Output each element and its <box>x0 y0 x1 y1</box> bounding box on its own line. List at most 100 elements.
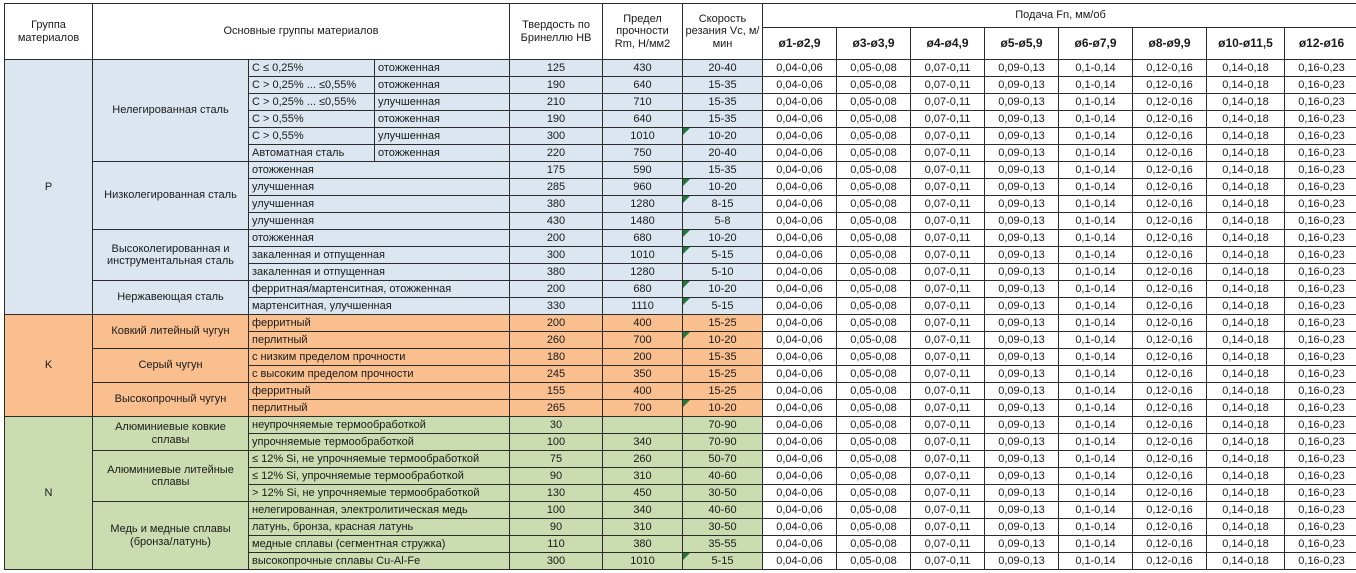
feed-cell-d7[interactable]: 0,14-0,18 <box>1206 127 1285 145</box>
cutting-speed-vc-cell[interactable]: 15-35 <box>682 93 763 111</box>
feed-cell-d7[interactable]: 0,14-0,18 <box>1206 365 1285 383</box>
feed-cell-d5[interactable]: 0,1-0,14 <box>1058 552 1133 570</box>
feed-cell-d1[interactable]: 0,04-0,06 <box>762 93 837 111</box>
feed-cell-d1[interactable]: 0,04-0,06 <box>762 110 837 128</box>
header-diameter-8[interactable]: ø12-ø16 <box>1283 27 1356 60</box>
feed-cell-d4[interactable]: 0,09-0,13 <box>984 59 1059 77</box>
feed-cell-d4[interactable]: 0,09-0,13 <box>984 484 1059 502</box>
strength-rm-cell[interactable]: 700 <box>602 399 683 417</box>
feed-cell-d8[interactable]: 0,16-0,23 <box>1283 450 1356 468</box>
feed-cell-d2[interactable]: 0,05-0,08 <box>836 331 911 349</box>
feed-cell-d1[interactable]: 0,04-0,06 <box>762 246 837 264</box>
cutting-speed-vc-cell[interactable]: 20-40 <box>682 59 763 77</box>
feed-cell-d7[interactable]: 0,14-0,18 <box>1206 263 1285 281</box>
subgroup-name-cell[interactable]: Нержавеющая сталь <box>92 280 249 315</box>
detail-cell[interactable]: нелегированная, электролитическая медь <box>248 501 510 519</box>
feed-cell-d8[interactable]: 0,16-0,23 <box>1283 399 1356 417</box>
feed-cell-d3[interactable]: 0,07-0,11 <box>910 467 985 485</box>
state-cell[interactable]: отожженная <box>374 144 510 162</box>
feed-cell-d4[interactable]: 0,09-0,13 <box>984 552 1059 570</box>
hardness-hb-cell[interactable]: 260 <box>509 331 603 349</box>
feed-cell-d5[interactable]: 0,1-0,14 <box>1058 76 1133 94</box>
feed-cell-d3[interactable]: 0,07-0,11 <box>910 484 985 502</box>
feed-cell-d8[interactable]: 0,16-0,23 <box>1283 110 1356 128</box>
feed-cell-d4[interactable]: 0,09-0,13 <box>984 144 1059 162</box>
strength-rm-cell[interactable] <box>602 416 683 434</box>
cutting-speed-vc-cell[interactable]: 10-20 <box>682 399 763 417</box>
feed-cell-d4[interactable]: 0,09-0,13 <box>984 178 1059 196</box>
feed-cell-d7[interactable]: 0,14-0,18 <box>1206 484 1285 502</box>
feed-cell-d2[interactable]: 0,05-0,08 <box>836 110 911 128</box>
detail-cell[interactable]: C > 0,25% ... ≤0,55% <box>248 93 375 111</box>
detail-cell[interactable]: упрочняемые термообработкой <box>248 433 510 451</box>
header-cutting-speed-vc[interactable]: Скорость резания Vc, м/мин <box>682 3 763 60</box>
hardness-hb-cell[interactable]: 200 <box>509 314 603 332</box>
feed-cell-d4[interactable]: 0,09-0,13 <box>984 246 1059 264</box>
feed-cell-d8[interactable]: 0,16-0,23 <box>1283 535 1356 553</box>
hardness-hb-cell[interactable]: 200 <box>509 229 603 247</box>
feed-cell-d1[interactable]: 0,04-0,06 <box>762 161 837 179</box>
feed-cell-d8[interactable]: 0,16-0,23 <box>1283 518 1356 536</box>
feed-cell-d5[interactable]: 0,1-0,14 <box>1058 212 1133 230</box>
feed-cell-d2[interactable]: 0,05-0,08 <box>836 365 911 383</box>
feed-cell-d5[interactable]: 0,1-0,14 <box>1058 467 1133 485</box>
feed-cell-d1[interactable]: 0,04-0,06 <box>762 212 837 230</box>
cutting-speed-vc-cell[interactable]: 10-20 <box>682 331 763 349</box>
feed-cell-d3[interactable]: 0,07-0,11 <box>910 552 985 570</box>
feed-cell-d2[interactable]: 0,05-0,08 <box>836 450 911 468</box>
cutting-speed-vc-cell[interactable]: 15-25 <box>682 314 763 332</box>
feed-cell-d3[interactable]: 0,07-0,11 <box>910 195 985 213</box>
feed-cell-d3[interactable]: 0,07-0,11 <box>910 450 985 468</box>
feed-cell-d3[interactable]: 0,07-0,11 <box>910 178 985 196</box>
header-diameter-7[interactable]: ø10-ø11,5 <box>1206 27 1285 60</box>
header-main-groups[interactable]: Основные группы материалов <box>92 3 510 60</box>
feed-cell-d4[interactable]: 0,09-0,13 <box>984 127 1059 145</box>
feed-cell-d7[interactable]: 0,14-0,18 <box>1206 314 1285 332</box>
feed-cell-d6[interactable]: 0,12-0,16 <box>1132 535 1207 553</box>
feed-cell-d1[interactable]: 0,04-0,06 <box>762 535 837 553</box>
strength-rm-cell[interactable]: 310 <box>602 467 683 485</box>
feed-cell-d1[interactable]: 0,04-0,06 <box>762 450 837 468</box>
feed-cell-d6[interactable]: 0,12-0,16 <box>1132 161 1207 179</box>
header-diameter-2[interactable]: ø3-ø3,9 <box>836 27 911 60</box>
feed-cell-d7[interactable]: 0,14-0,18 <box>1206 518 1285 536</box>
feed-cell-d7[interactable]: 0,14-0,18 <box>1206 59 1285 77</box>
detail-cell[interactable]: отожженная <box>248 161 510 179</box>
subgroup-name-cell[interactable]: Серый чугун <box>92 348 249 383</box>
feed-cell-d6[interactable]: 0,12-0,16 <box>1132 195 1207 213</box>
feed-cell-d5[interactable]: 0,1-0,14 <box>1058 110 1133 128</box>
feed-cell-d8[interactable]: 0,16-0,23 <box>1283 229 1356 247</box>
feed-cell-d3[interactable]: 0,07-0,11 <box>910 348 985 366</box>
feed-cell-d4[interactable]: 0,09-0,13 <box>984 518 1059 536</box>
feed-cell-d3[interactable]: 0,07-0,11 <box>910 229 985 247</box>
feed-cell-d8[interactable]: 0,16-0,23 <box>1283 501 1356 519</box>
strength-rm-cell[interactable]: 1010 <box>602 552 683 570</box>
detail-cell[interactable]: медные сплавы (сегментная стружка) <box>248 535 510 553</box>
subgroup-name-cell[interactable]: Низколегированная сталь <box>92 161 249 230</box>
feed-cell-d6[interactable]: 0,12-0,16 <box>1132 144 1207 162</box>
feed-cell-d1[interactable]: 0,04-0,06 <box>762 178 837 196</box>
feed-cell-d5[interactable]: 0,1-0,14 <box>1058 195 1133 213</box>
header-diameter-6[interactable]: ø8-ø9,9 <box>1132 27 1207 60</box>
feed-cell-d6[interactable]: 0,12-0,16 <box>1132 246 1207 264</box>
feed-cell-d8[interactable]: 0,16-0,23 <box>1283 161 1356 179</box>
strength-rm-cell[interactable]: 380 <box>602 535 683 553</box>
subgroup-name-cell[interactable]: Ковкий литейный чугун <box>92 314 249 349</box>
feed-cell-d3[interactable]: 0,07-0,11 <box>910 314 985 332</box>
subgroup-name-cell[interactable]: Высоколегированная и инструментальная ст… <box>92 229 249 281</box>
cutting-speed-vc-cell[interactable]: 15-35 <box>682 348 763 366</box>
cutting-speed-vc-cell[interactable]: 10-20 <box>682 127 763 145</box>
feed-cell-d5[interactable]: 0,1-0,14 <box>1058 433 1133 451</box>
feed-cell-d8[interactable]: 0,16-0,23 <box>1283 59 1356 77</box>
feed-cell-d4[interactable]: 0,09-0,13 <box>984 416 1059 434</box>
feed-cell-d6[interactable]: 0,12-0,16 <box>1132 433 1207 451</box>
feed-cell-d6[interactable]: 0,12-0,16 <box>1132 399 1207 417</box>
cutting-speed-vc-cell[interactable]: 70-90 <box>682 416 763 434</box>
feed-cell-d3[interactable]: 0,07-0,11 <box>910 399 985 417</box>
strength-rm-cell[interactable]: 700 <box>602 331 683 349</box>
detail-cell[interactable]: закаленная и отпущенная <box>248 246 510 264</box>
hardness-hb-cell[interactable]: 90 <box>509 518 603 536</box>
feed-cell-d6[interactable]: 0,12-0,16 <box>1132 552 1207 570</box>
feed-cell-d6[interactable]: 0,12-0,16 <box>1132 93 1207 111</box>
feed-cell-d7[interactable]: 0,14-0,18 <box>1206 467 1285 485</box>
